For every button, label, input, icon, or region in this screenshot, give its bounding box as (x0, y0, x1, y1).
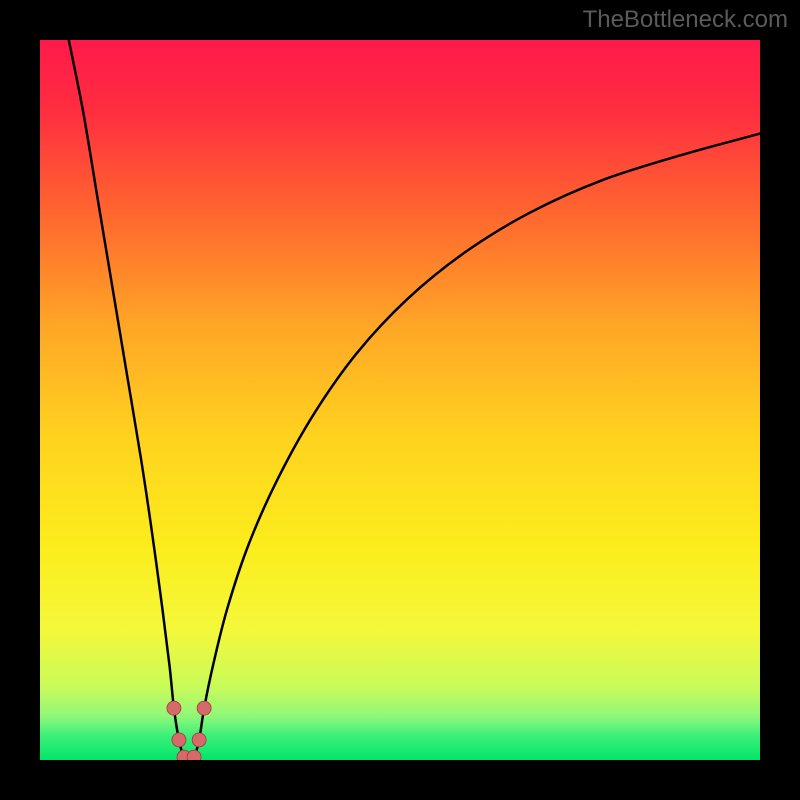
curve-marker (172, 733, 186, 747)
curve-marker (192, 733, 206, 747)
plot-svg (40, 40, 760, 760)
watermark: TheBottleneck.com (583, 6, 788, 34)
gradient-background (40, 40, 760, 760)
plot-area (40, 40, 760, 760)
chart-root: { "canvas": { "width": 800, "height": 80… (0, 0, 800, 800)
curve-marker (167, 701, 181, 715)
curve-marker (187, 750, 201, 760)
curve-marker (197, 701, 211, 715)
